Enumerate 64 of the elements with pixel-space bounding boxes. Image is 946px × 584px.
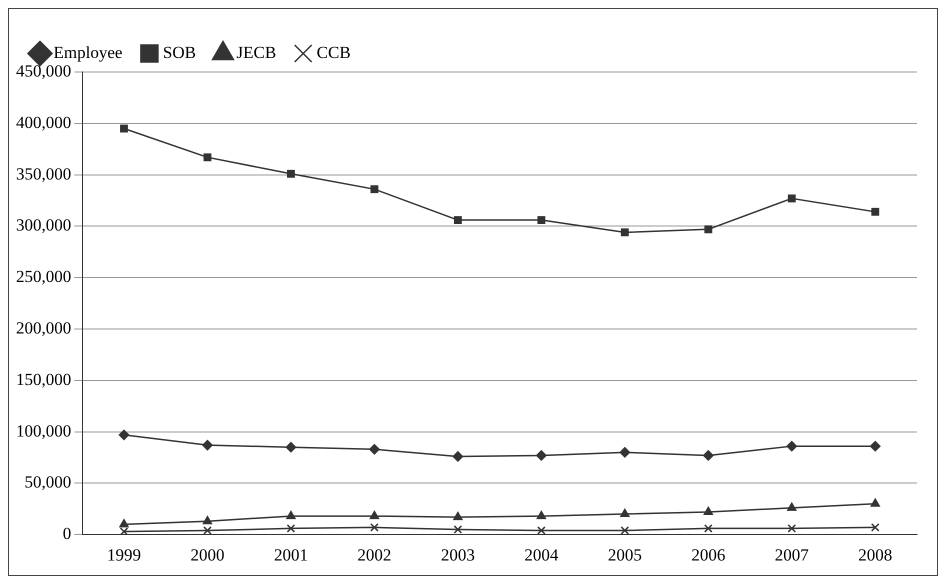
point bbox=[620, 508, 630, 518]
x-tick-label: 2007 bbox=[774, 545, 810, 564]
point bbox=[870, 440, 881, 452]
point bbox=[787, 502, 796, 511]
point bbox=[870, 498, 880, 507]
point bbox=[202, 516, 212, 524]
y-tick-label: 300,000 bbox=[16, 216, 72, 235]
point bbox=[370, 523, 379, 532]
point bbox=[704, 506, 713, 515]
point bbox=[452, 451, 464, 462]
x-tick-label: 2008 bbox=[858, 545, 892, 564]
point bbox=[788, 194, 796, 202]
y-tick-label: 200,000 bbox=[16, 318, 72, 338]
point bbox=[871, 208, 880, 216]
point bbox=[788, 524, 796, 533]
point bbox=[370, 510, 380, 520]
point bbox=[286, 524, 296, 533]
legend-label: CCB bbox=[316, 42, 351, 62]
point bbox=[620, 526, 630, 535]
point bbox=[369, 444, 380, 455]
x-tick-label: 2006 bbox=[691, 545, 726, 564]
point bbox=[120, 527, 128, 535]
point bbox=[620, 228, 629, 236]
y-tick-label: 400,000 bbox=[16, 112, 72, 132]
y-tick-label: 250,000 bbox=[16, 267, 72, 286]
point bbox=[704, 225, 712, 234]
x-tick-label: 2001 bbox=[274, 545, 308, 564]
y-tick-label: 50,000 bbox=[24, 472, 72, 492]
point bbox=[204, 153, 212, 162]
point bbox=[454, 216, 462, 224]
x-tick-label: 2005 bbox=[608, 545, 642, 564]
legend-label: Employee bbox=[54, 42, 122, 62]
x-tick-label: 1999 bbox=[106, 545, 141, 564]
y-tick-label: 150,000 bbox=[16, 370, 72, 389]
point bbox=[536, 510, 546, 520]
point bbox=[620, 447, 630, 458]
point bbox=[537, 526, 546, 535]
point bbox=[203, 526, 212, 535]
point bbox=[536, 450, 547, 461]
point bbox=[120, 124, 128, 132]
y-tick-label: 350,000 bbox=[16, 164, 72, 184]
point bbox=[453, 512, 463, 520]
point bbox=[286, 442, 296, 452]
point bbox=[703, 450, 714, 461]
y-tick-label: 0 bbox=[62, 524, 72, 544]
point bbox=[370, 185, 378, 194]
point bbox=[286, 510, 296, 520]
y-tick-label: 100,000 bbox=[16, 421, 72, 440]
point bbox=[786, 440, 798, 452]
x-tick-label: 2004 bbox=[524, 545, 559, 564]
x-tick-label: 2002 bbox=[357, 545, 392, 564]
point bbox=[118, 430, 130, 440]
x-tick-label: 2000 bbox=[190, 545, 224, 564]
point bbox=[870, 523, 880, 532]
point bbox=[202, 440, 213, 450]
point bbox=[287, 170, 295, 178]
point bbox=[119, 519, 129, 528]
legend-label: JECB bbox=[236, 42, 276, 62]
legend-label: SOB bbox=[162, 42, 196, 62]
y-tick-label: 450,000 bbox=[16, 61, 72, 80]
x-tick-label: 2003 bbox=[440, 545, 475, 564]
point bbox=[704, 524, 713, 533]
point bbox=[537, 216, 546, 224]
point bbox=[454, 525, 462, 534]
